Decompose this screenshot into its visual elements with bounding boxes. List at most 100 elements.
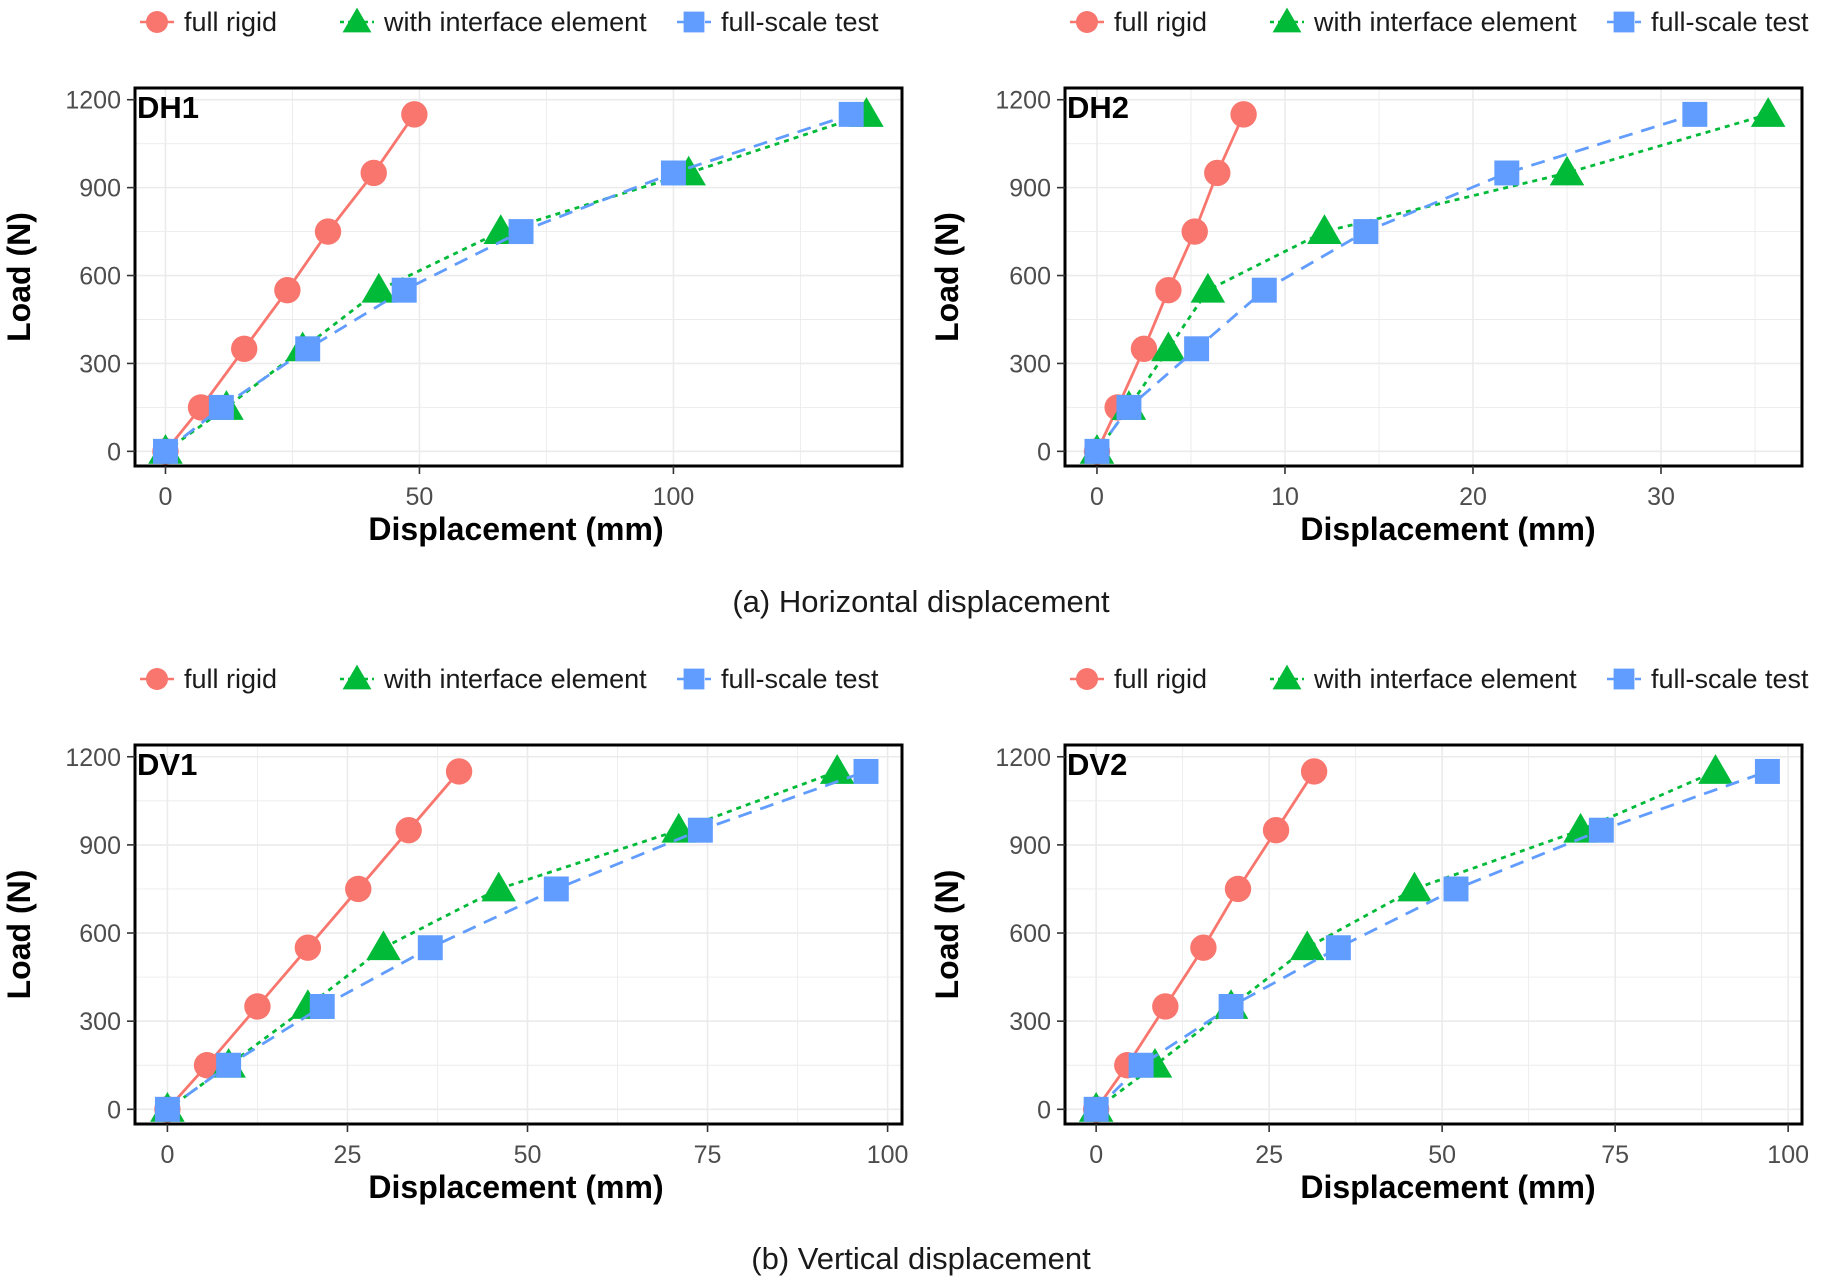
chart-panel-dv1: full rigid with interface element full-sca… [1,664,908,1205]
legend-label: full-scale test [721,664,879,694]
x-tick-label: 100 [867,1141,909,1169]
y-tick-label: 300 [79,1008,121,1036]
y-tick-label: 0 [1037,438,1051,466]
legend-key-triangle [1272,664,1302,690]
series-line-full-scale-test [1095,113,1696,453]
y-tick-label: 600 [1009,920,1051,948]
data-point-full-scale-test [1083,1096,1109,1122]
data-point-with-interface-element [661,812,697,843]
legend-key-circle [146,11,168,33]
data-point-full-rigid [244,993,271,1020]
x-tick-label: 0 [1090,483,1104,511]
data-point-full-scale-test [216,1052,242,1078]
x-tick-label: 20 [1459,483,1487,511]
data-point-with-interface-element [819,754,855,784]
y-tick-label: 0 [107,1096,121,1124]
data-point-full-scale-test [1084,438,1110,464]
data-point-full-scale-test [660,160,686,186]
legend-label: full-scale test [1651,7,1809,37]
data-point-full-rigid [360,159,387,187]
gridlines [1065,745,1802,1124]
legend: full rigid with interface element full-sca… [140,7,879,37]
y-tick-label: 0 [107,438,121,466]
legend-key-circle [146,668,168,690]
legend-key-triangle [342,664,372,690]
plot-frame [133,86,904,468]
y-tick-label: 0 [1037,1096,1051,1124]
y-tick-label: 300 [79,350,121,378]
data-point-full-rigid [314,218,342,245]
series-line-full-scale-test [166,770,867,1111]
data-point-full-rigid [445,758,473,785]
panel-label: DH1 [137,90,199,125]
x-tick-label: 25 [334,1141,362,1169]
caption-horizontal: (a) Horizontal displacement [732,584,1110,619]
y-tick-label: 300 [1009,350,1051,378]
y-tick-label: 900 [1009,832,1051,860]
x-tick-label: 0 [1089,1141,1103,1169]
y-tick-label: 1200 [65,87,121,115]
data-point-full-scale-test [1128,1052,1154,1078]
data-point-full-rigid [1204,159,1231,187]
data-point-full-scale-test [1184,336,1210,362]
data-point-full-rigid [401,101,428,128]
data-point-full-rigid [1181,218,1208,245]
x-tick-label: 50 [514,1141,542,1169]
legend-label: with interface element [1313,664,1577,694]
y-tick-label: 900 [79,832,121,860]
data-point-full-scale-test [1588,817,1614,843]
series-line-with-interface-element [166,770,838,1111]
y-tick-label: 300 [1009,1008,1051,1036]
legend: full rigid with interface element full-sca… [1070,664,1809,694]
x-tick-label: 75 [694,1141,722,1169]
legend: full rigid with interface element full-sca… [140,664,879,694]
data-point-full-rigid [1190,934,1217,961]
y-tick-label: 600 [79,920,121,948]
x-tick-label: 50 [1428,1141,1456,1169]
y-tick-label: 900 [79,175,121,203]
x-tick-label: 50 [406,483,434,511]
x-tick-label: 0 [159,483,173,511]
data-point-full-rigid [395,817,422,844]
y-axis-title: Load (N) [929,870,965,1000]
data-point-full-scale-test [1754,758,1780,784]
data-point-full-rigid [1155,276,1182,304]
data-point-full-scale-test [1353,219,1379,245]
data-point-full-scale-test [1682,101,1708,127]
y-axis-title: Load (N) [1,212,37,342]
data-point-with-interface-element [366,930,401,961]
data-point-full-scale-test [391,277,417,303]
x-axis-title: Displacement (mm) [1300,511,1595,547]
data-point-with-interface-element [1549,155,1585,186]
data-point-full-rigid [231,335,258,362]
legend-label: full rigid [184,7,277,37]
y-tick-label: 1200 [995,744,1051,772]
data-point-full-rigid [1130,335,1158,362]
data-point-with-interface-element [1151,331,1186,362]
data-point-full-scale-test [1116,394,1142,420]
legend-label: full rigid [184,664,277,694]
chart-panel-dv2: full rigid with interface element full-sca… [929,664,1809,1205]
data-point-full-scale-test [838,101,864,127]
x-axis-title: Displacement (mm) [368,1169,663,1205]
x-tick-label: 75 [1601,1141,1629,1169]
plot-frame [1063,86,1804,468]
data-point-with-interface-element [361,272,397,303]
legend-label: full rigid [1114,7,1207,37]
legend: full rigid with interface element full-sca… [1070,7,1809,37]
data-point-full-rigid [294,934,322,961]
panel-label: DV2 [1067,747,1127,782]
y-tick-label: 600 [1009,263,1051,291]
data-point-full-scale-test [295,336,321,362]
legend-label: with interface element [383,664,647,694]
data-point-full-scale-test [417,935,443,961]
data-point-full-scale-test [1443,876,1469,902]
legend-label: with interface element [383,7,647,37]
data-point-with-interface-element [1397,871,1432,902]
data-point-full-rigid [274,276,301,304]
data-point-with-interface-element [1190,272,1226,303]
data-point-with-interface-element [1307,214,1342,245]
x-tick-label: 100 [653,483,695,511]
series-line-full-scale-test [164,113,852,453]
